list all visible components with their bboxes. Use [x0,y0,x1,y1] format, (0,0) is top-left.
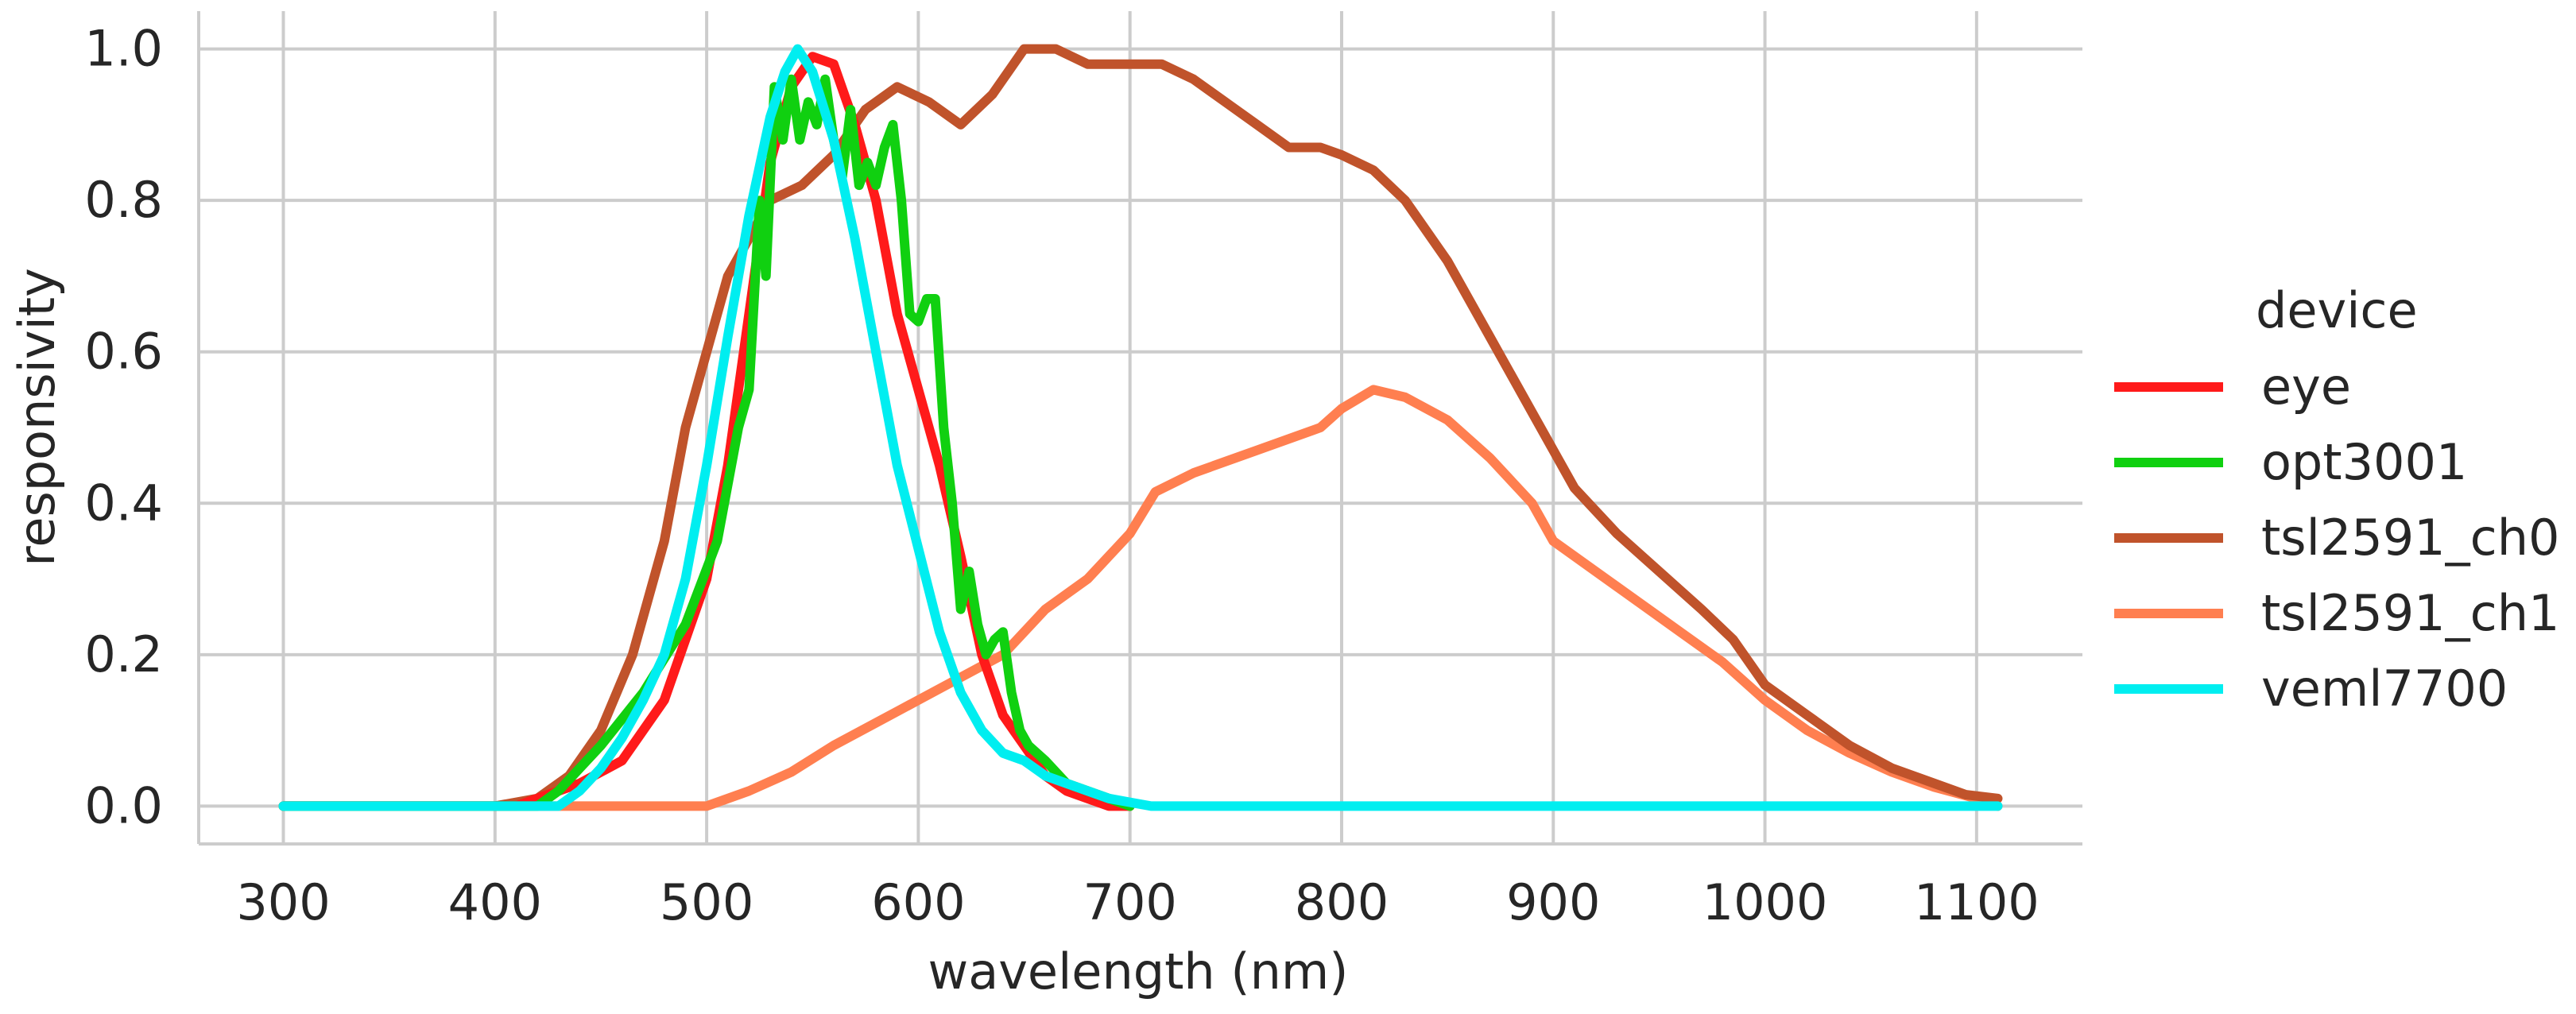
y-tick-label: 0.4 [84,474,163,532]
legend-label-tsl2591_ch1: tsl2591_ch1 [2261,584,2559,642]
series-line-veml7700 [278,44,2003,811]
y-tick-label: 0.0 [84,776,163,834]
x-tick-label: 1000 [1702,873,1828,931]
x-tick-label: 300 [236,873,330,931]
y-tick-label: 0.8 [84,171,163,229]
y-tick-label: 0.2 [84,625,163,683]
series-layer [278,44,2003,811]
axes-frame [197,11,2082,846]
legend-items: eye opt3001 tsl2591_ch0 tsl2591_ch1 veml7700 [2114,358,2559,718]
x-tick-label: 400 [448,873,542,931]
y-tick-label: 1.0 [84,20,163,78]
legend-label-eye: eye [2261,358,2351,416]
x-tick-label: 1100 [1914,873,2039,931]
x-tick-labels: 300 400 500 600 700 800 900 1000 1100 [236,873,2039,931]
series-line-opt3001 [278,74,1135,811]
x-axis-title: wavelength (nm) [928,942,1349,1000]
x-tick-label: 500 [660,873,753,931]
y-tick-labels: 0.0 0.2 0.4 0.6 0.8 1.0 [84,20,163,835]
legend-label-opt3001: opt3001 [2261,433,2467,491]
series-line-tsl2591_ch1 [278,385,2003,811]
legend-label-tsl2591_ch0: tsl2591_ch0 [2261,509,2559,567]
series-line-tsl2591_ch0 [278,44,2003,811]
x-tick-label: 800 [1295,873,1389,931]
x-tick-label: 700 [1083,873,1177,931]
legend-label-veml7700: veml7700 [2261,660,2508,718]
legend: device eye opt3001 tsl2591_ch0 tsl2591_ch1v… [2114,281,2559,718]
y-tick-label: 0.6 [84,323,163,381]
grid [199,11,2082,844]
legend-title: device [2256,281,2418,339]
y-axis-title: responsivity [8,268,66,567]
x-tick-label: 900 [1506,873,1600,931]
x-tick-label: 600 [871,873,965,931]
